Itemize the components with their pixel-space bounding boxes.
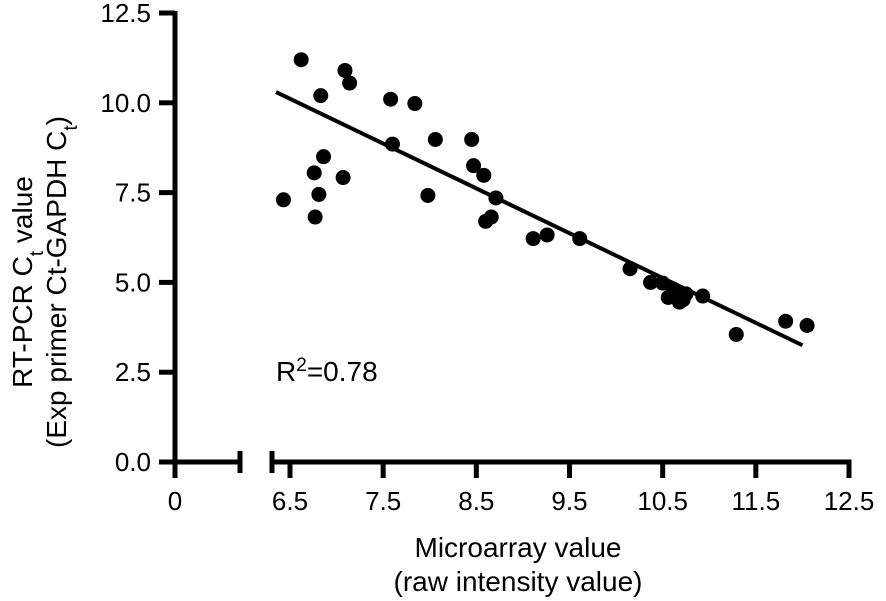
data-point bbox=[293, 52, 309, 68]
data-point bbox=[420, 187, 436, 203]
y-title-line1-main: RT-PCR C bbox=[7, 256, 38, 388]
y-title-line1-sub: t bbox=[27, 250, 48, 256]
r-squared-superscript: 2 bbox=[296, 355, 307, 376]
y-axis-title-line1: RT-PCR Ct value bbox=[7, 176, 48, 388]
axes bbox=[172, 11, 852, 473]
y-title-line2-main: (Exp primer Ct-GAPDH C bbox=[41, 131, 72, 448]
data-point bbox=[313, 88, 329, 104]
x-tick-label: 11.5 bbox=[731, 486, 780, 516]
x-tick-label: 6.5 bbox=[272, 486, 308, 516]
data-point bbox=[622, 261, 638, 277]
y-title-line2-rest: ) bbox=[41, 116, 72, 125]
y-title-line2-sub: t bbox=[61, 125, 82, 131]
data-point bbox=[337, 62, 353, 78]
data-point bbox=[799, 318, 815, 334]
data-point bbox=[316, 149, 332, 165]
data-point bbox=[525, 231, 541, 247]
regression-line-group bbox=[275, 90, 804, 348]
data-point bbox=[427, 131, 443, 147]
x-axis-title-line2: (raw intensity value) bbox=[394, 566, 643, 597]
r-squared-annotation: R2=0.78 bbox=[276, 355, 378, 388]
data-point bbox=[342, 75, 358, 91]
data-point bbox=[488, 190, 504, 206]
x-axis-title-line1: Microarray value bbox=[415, 532, 622, 563]
x-tick-label: 9.5 bbox=[551, 486, 587, 516]
data-point bbox=[306, 165, 322, 181]
y-tick-label: 10.0 bbox=[100, 88, 151, 118]
x-tick-label: 0 bbox=[168, 486, 182, 516]
y-tick-label: 2.5 bbox=[115, 357, 151, 387]
y-axis-title-line2: (Exp primer Ct-GAPDH Ct) bbox=[41, 116, 82, 448]
data-point bbox=[311, 186, 327, 202]
data-point bbox=[643, 274, 659, 290]
y-tick-label: 7.5 bbox=[115, 178, 151, 208]
x-tick-label: 8.5 bbox=[458, 486, 494, 516]
data-point bbox=[476, 167, 492, 183]
x-tick-label: 7.5 bbox=[365, 486, 401, 516]
y-tick-label: 12.5 bbox=[100, 0, 151, 28]
data-point bbox=[307, 209, 323, 225]
r-squared-prefix: R bbox=[276, 356, 296, 387]
data-point bbox=[383, 91, 399, 107]
y-tick-label: 5.0 bbox=[115, 267, 151, 297]
data-point bbox=[384, 136, 400, 152]
data-point bbox=[407, 96, 423, 112]
data-point bbox=[695, 288, 711, 304]
x-tick-label: 12.5 bbox=[824, 486, 875, 516]
r-squared-value: =0.78 bbox=[307, 356, 378, 387]
data-point bbox=[728, 326, 744, 342]
data-point bbox=[483, 209, 499, 225]
regression-line bbox=[275, 90, 804, 348]
data-point bbox=[466, 158, 482, 174]
y-tick-label: 0.0 bbox=[115, 447, 151, 477]
data-point bbox=[778, 313, 794, 329]
data-point bbox=[539, 227, 555, 243]
data-points bbox=[275, 52, 815, 342]
data-point bbox=[464, 131, 480, 147]
data-point bbox=[335, 170, 351, 186]
x-tick-label: 10.5 bbox=[637, 486, 688, 516]
data-point bbox=[678, 286, 694, 302]
data-point bbox=[572, 231, 588, 247]
data-point bbox=[275, 192, 291, 208]
y-title-line1-rest: value bbox=[7, 176, 38, 251]
y-ticks: 0.0 2.5 5.0 7.5 10.0 12.5 bbox=[100, 0, 175, 477]
x-ticks: 0 6.5 7.5 8.5 9.5 10.5 11.5 12.5 bbox=[168, 462, 875, 516]
